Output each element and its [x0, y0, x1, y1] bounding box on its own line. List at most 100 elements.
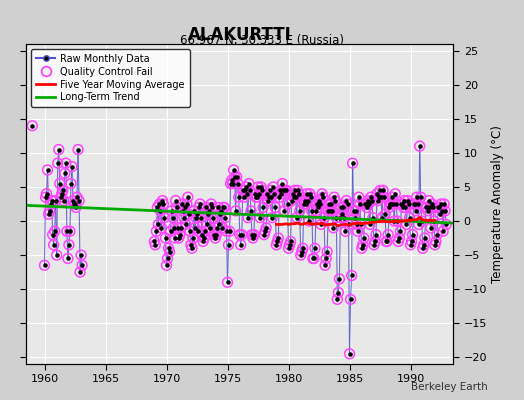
Point — [372, 232, 380, 238]
Point — [60, 197, 68, 204]
Point — [373, 190, 381, 197]
Point — [342, 197, 351, 204]
Point — [28, 122, 37, 129]
Point — [275, 194, 283, 200]
Point — [424, 197, 433, 204]
Point — [312, 208, 320, 214]
Point — [287, 197, 296, 204]
Point — [198, 232, 206, 238]
Point — [420, 242, 428, 248]
Point — [52, 252, 61, 258]
Point — [318, 190, 326, 197]
Point — [371, 238, 379, 245]
Point — [389, 201, 398, 207]
Point — [178, 201, 186, 207]
Point — [203, 221, 211, 228]
Point — [43, 167, 52, 173]
Point — [45, 211, 53, 218]
Point — [369, 214, 377, 221]
Point — [225, 228, 234, 234]
Point — [160, 214, 169, 221]
Point — [54, 146, 63, 153]
Point — [197, 214, 205, 221]
Point — [167, 208, 176, 214]
Point — [398, 201, 407, 207]
Point — [197, 214, 205, 221]
Point — [391, 190, 399, 197]
Point — [336, 214, 345, 221]
Point — [272, 242, 280, 248]
Point — [387, 201, 396, 207]
Point — [74, 146, 82, 153]
Point — [337, 204, 346, 211]
Point — [162, 262, 171, 268]
Point — [252, 194, 260, 200]
Point — [247, 208, 255, 214]
Point — [263, 190, 271, 197]
Point — [156, 208, 165, 214]
Point — [213, 225, 222, 231]
Point — [184, 211, 193, 218]
Point — [355, 201, 364, 207]
Point — [434, 204, 442, 211]
Point — [57, 194, 65, 200]
Point — [390, 218, 398, 224]
Point — [152, 228, 160, 234]
Point — [183, 201, 191, 207]
Point — [412, 194, 421, 200]
Point — [246, 187, 254, 194]
Point — [179, 208, 187, 214]
Point — [428, 201, 436, 207]
Point — [67, 180, 75, 187]
Point — [268, 214, 277, 221]
Point — [244, 214, 252, 221]
Point — [303, 190, 311, 197]
Point — [154, 221, 162, 228]
Point — [343, 201, 352, 207]
Point — [259, 204, 267, 211]
Point — [290, 187, 299, 194]
Point — [161, 235, 170, 241]
Point — [278, 180, 287, 187]
Point — [265, 194, 274, 200]
Point — [286, 242, 294, 248]
Point — [331, 197, 340, 204]
Point — [68, 163, 76, 170]
Title: ALAKURTTI: ALAKURTTI — [188, 26, 291, 44]
Point — [246, 187, 254, 194]
Point — [325, 201, 333, 207]
Point — [188, 245, 196, 252]
Point — [196, 201, 204, 207]
Point — [289, 194, 298, 200]
Point — [290, 187, 299, 194]
Point — [274, 235, 282, 241]
Point — [410, 201, 419, 207]
Point — [61, 170, 69, 176]
Point — [386, 201, 395, 207]
Point — [286, 242, 294, 248]
Point — [427, 225, 435, 231]
Point — [319, 194, 328, 200]
Point — [207, 201, 215, 207]
Point — [325, 201, 333, 207]
Point — [407, 242, 415, 248]
Point — [63, 228, 71, 234]
Point — [316, 201, 324, 207]
Point — [221, 214, 230, 221]
Point — [315, 197, 323, 204]
Point — [205, 208, 213, 214]
Point — [254, 184, 262, 190]
Point — [304, 197, 312, 204]
Point — [51, 197, 60, 204]
Point — [318, 190, 326, 197]
Point — [236, 242, 245, 248]
Point — [51, 197, 60, 204]
Point — [375, 194, 383, 200]
Point — [219, 204, 227, 211]
Point — [63, 228, 71, 234]
Point — [297, 252, 305, 258]
Point — [414, 221, 423, 228]
Point — [345, 350, 354, 357]
Point — [437, 201, 445, 207]
Point — [78, 262, 86, 268]
